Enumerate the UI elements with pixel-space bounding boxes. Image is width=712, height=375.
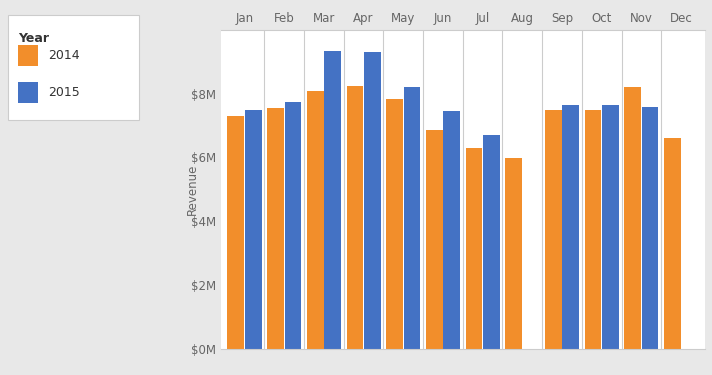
Bar: [602, 105, 619, 349]
Bar: [624, 87, 641, 349]
Bar: [426, 130, 443, 349]
Text: 2014: 2014: [48, 49, 80, 62]
Bar: [227, 116, 244, 349]
Bar: [267, 108, 284, 349]
Bar: [585, 110, 602, 349]
Bar: [562, 105, 579, 349]
Bar: [386, 99, 403, 349]
Bar: [466, 148, 482, 349]
Bar: [18, 82, 38, 103]
Bar: [545, 110, 562, 349]
FancyBboxPatch shape: [8, 15, 140, 120]
Bar: [642, 106, 659, 349]
Bar: [444, 111, 460, 349]
Text: 2015: 2015: [48, 86, 80, 99]
Bar: [506, 158, 522, 349]
Text: Revenue: Revenue: [186, 164, 199, 215]
Bar: [285, 102, 301, 349]
Bar: [483, 135, 500, 349]
Bar: [347, 86, 363, 349]
Bar: [245, 110, 261, 349]
Bar: [324, 51, 341, 349]
Text: Year: Year: [18, 32, 48, 45]
Bar: [307, 91, 323, 349]
Bar: [404, 87, 420, 349]
Bar: [664, 138, 681, 349]
Bar: [18, 45, 38, 66]
Bar: [364, 53, 381, 349]
